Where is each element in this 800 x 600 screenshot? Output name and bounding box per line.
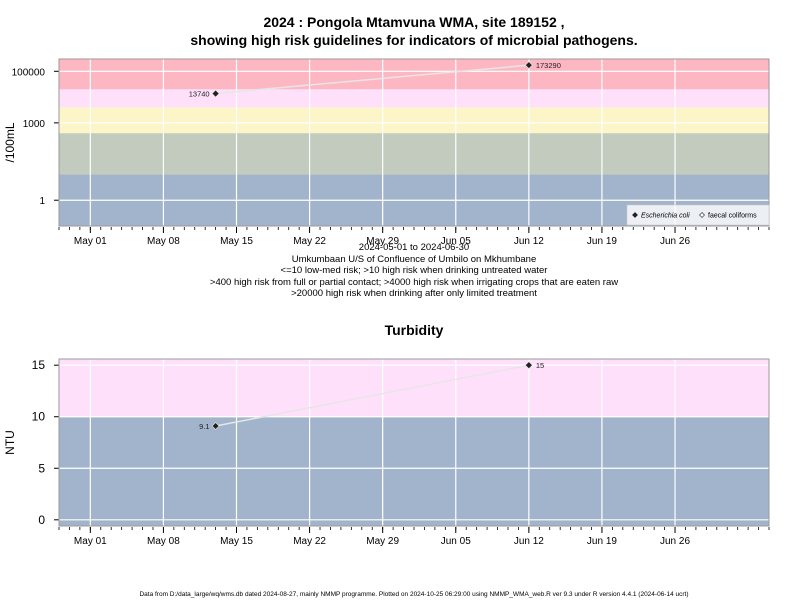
legend-box xyxy=(626,204,770,226)
data-label: 9.1 xyxy=(199,422,209,431)
y-tick-label: 0 xyxy=(38,513,45,527)
panel-title: Turbidity xyxy=(385,322,444,338)
x-tick-label: May 01 xyxy=(74,536,107,547)
data-point xyxy=(524,361,533,370)
caption-date-range: 2024-05-01 to 2024-06-30 xyxy=(359,242,469,253)
x-tick-label: May 22 xyxy=(293,236,326,247)
x-tick-label: May 15 xyxy=(220,536,253,547)
x-tick-label: Jun 26 xyxy=(660,536,690,547)
plot-frame xyxy=(58,58,770,227)
x-tick-label: May 08 xyxy=(147,536,180,547)
legend-marker xyxy=(632,212,638,218)
x-tick-label: May 01 xyxy=(74,236,107,247)
y-axis-label: /100mL xyxy=(3,122,17,162)
x-tick-label: May 15 xyxy=(220,236,253,247)
risk-band-0 xyxy=(59,416,769,526)
y-tick-label: 10 xyxy=(32,410,46,424)
data-label: 173290 xyxy=(536,61,561,70)
risk-band-4 xyxy=(59,59,769,90)
y-axis-label: NTU xyxy=(3,430,17,455)
caption-risk-line1: <=10 low-med risk; >10 high risk when dr… xyxy=(281,265,548,276)
legend-label: faecal coliforms xyxy=(708,213,757,220)
y-tick-label: 15 xyxy=(32,358,46,372)
data-label: 15 xyxy=(536,361,544,370)
microbial-chart: May 01 May 08 May 15 May 22 May 29 Jun 05 Jun … xyxy=(3,58,770,247)
x-tick-label: May 08 xyxy=(147,236,180,247)
microbial-caption: 2024-05-01 to 2024-06-30 Umkumbaan U/S o… xyxy=(210,242,618,299)
x-tick-label: Jun 26 xyxy=(660,236,690,247)
legend-label: Escherichia coli xyxy=(641,213,690,220)
turbidity-chart: May 01 May 08 May 15 May 22 May 29 Jun 05 Jun … xyxy=(3,322,770,547)
x-tick-label: Jun 05 xyxy=(441,536,471,547)
plot-frame xyxy=(58,358,770,527)
x-tick-label: Jun 12 xyxy=(514,236,544,247)
risk-band-2 xyxy=(59,107,769,134)
caption-risk-line2: >400 high risk from full or partial cont… xyxy=(210,277,618,288)
figure-title-line1: 2024 : Pongola Mtamvuna WMA, site 189152… xyxy=(263,14,564,30)
caption-site-name: Umkumbaan U/S of Confluence of Umbilo on… xyxy=(292,254,536,265)
risk-band-1 xyxy=(59,133,769,175)
legend-marker xyxy=(699,212,705,218)
data-point xyxy=(211,89,220,98)
risk-band-3 xyxy=(59,89,769,108)
data-point xyxy=(211,422,220,430)
x-tick-label: Jun 19 xyxy=(587,236,617,247)
y-tick-label: 5 xyxy=(38,461,45,475)
x-tick-label: May 29 xyxy=(366,236,399,247)
x-tick-label: Jun 12 xyxy=(514,536,544,547)
x-tick-label: Jun 19 xyxy=(587,536,617,547)
footer-note: Data from D:/data_large/wq/wms.db dated … xyxy=(139,591,688,598)
x-tick-label: Jun 05 xyxy=(441,236,471,247)
series-line-0 xyxy=(215,364,529,427)
caption-risk-line3: >20000 high risk when drinking after onl… xyxy=(291,288,537,299)
x-tick-label: May 22 xyxy=(293,536,326,547)
y-tick-label: 100000 xyxy=(12,67,46,78)
data-label: 13740 xyxy=(189,90,210,99)
x-tick-label: May 29 xyxy=(366,536,399,547)
series-line-0 xyxy=(215,64,529,95)
y-tick-label: 1000 xyxy=(23,119,46,130)
data-point xyxy=(524,61,533,70)
y-tick-label: 1 xyxy=(39,196,45,207)
figure-title-line2: showing high risk guidelines for indicat… xyxy=(190,32,637,48)
